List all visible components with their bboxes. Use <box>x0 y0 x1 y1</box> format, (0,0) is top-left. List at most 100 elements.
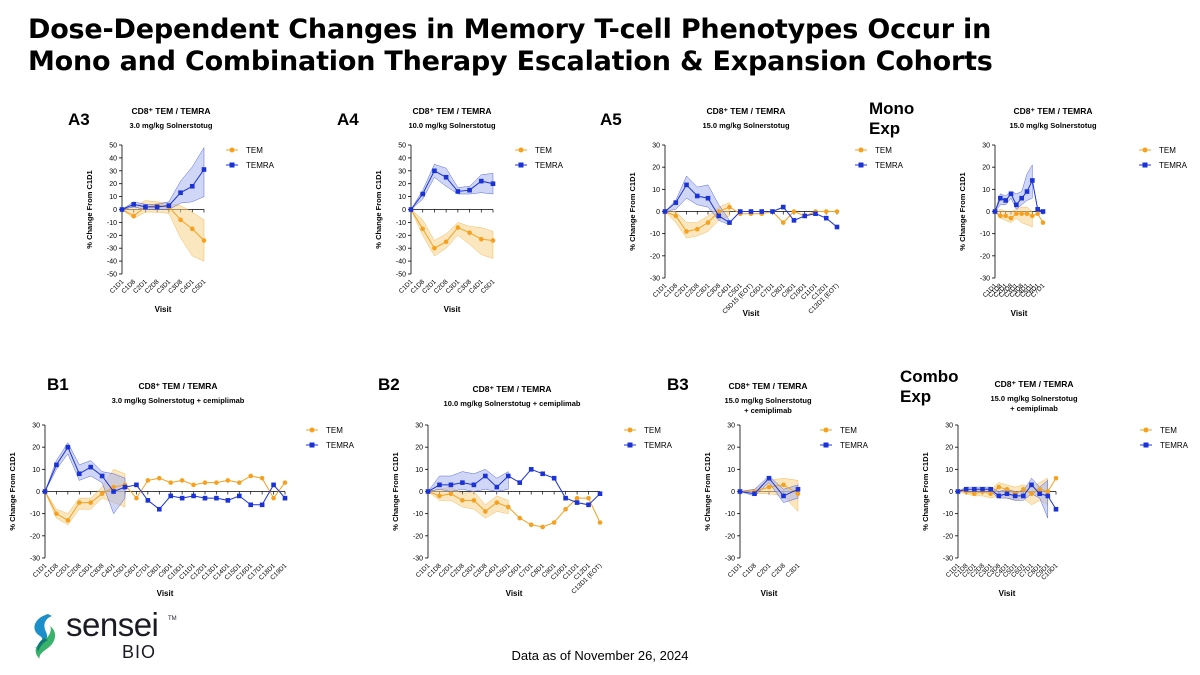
y-tick-label: -30 <box>413 556 423 563</box>
x-tick-label: C2D8 <box>770 562 787 579</box>
chart-subtitle: + cemiplimab <box>1010 404 1058 413</box>
x-tick-label: C5D1 <box>191 278 208 295</box>
panel-label: Exp <box>900 387 931 406</box>
point-temra <box>998 195 1003 201</box>
slide-title: Dose-Dependent Changes in Memory T-cell … <box>28 14 1178 78</box>
y-tick-label: -30 <box>943 556 953 563</box>
x-tick-label: C1D8 <box>741 562 758 579</box>
point-temra <box>134 482 139 488</box>
data-cutoff-note: Data as of November 26, 2024 <box>511 648 689 663</box>
y-tick-label: -30 <box>650 276 660 283</box>
y-axis-label: % Change From C1D1 <box>374 170 383 248</box>
legend-label: TEM <box>1159 146 1176 155</box>
point-tem <box>156 475 162 481</box>
point-tem <box>1035 211 1040 217</box>
point-temra <box>271 482 276 488</box>
point-temra <box>759 209 765 214</box>
y-tick-label: -10 <box>413 511 423 518</box>
line-temra <box>44 446 286 510</box>
y-tick-label: 10 <box>727 467 735 474</box>
point-temra <box>156 506 162 512</box>
point-temra <box>791 218 797 223</box>
y-axis-label: % Change From C1D1 <box>921 452 930 530</box>
chart-panel-7: B3 CD8⁺ TEM / TEMRA 15.0 mg/kg Solnerstotu… <box>667 375 869 598</box>
point-tem <box>88 500 94 505</box>
panel-label: A4 <box>337 110 359 129</box>
panel-label: B1 <box>47 375 69 394</box>
point-temra <box>540 471 545 477</box>
legend-marker-tem <box>1143 427 1149 433</box>
y-tick-label: 20 <box>982 165 990 172</box>
y-tick-label: 0 <box>986 209 990 216</box>
y-tick-label: 0 <box>36 489 40 496</box>
chart-subtitle: 15.0 mg/kg Solnerstotug <box>724 396 812 405</box>
y-tick-label: 0 <box>949 489 953 496</box>
point-tem <box>1008 215 1014 221</box>
point-temra <box>1003 198 1008 203</box>
chart-title: CD8⁺ TEM / TEMRA <box>706 106 785 116</box>
point-temra <box>455 189 461 194</box>
line-temra <box>427 468 601 506</box>
point-temra <box>694 193 700 199</box>
legend-marker-tem <box>858 147 864 153</box>
point-tem <box>972 491 977 497</box>
y-tick-label: -30 <box>980 276 990 283</box>
point-tem <box>528 522 534 528</box>
point-tem <box>766 484 772 490</box>
x-axis-label: Visit <box>444 305 461 314</box>
point-temra <box>408 207 414 212</box>
point-temra <box>179 495 185 501</box>
y-tick-label: 20 <box>398 181 406 188</box>
y-tick-label: -10 <box>943 511 953 518</box>
y-tick-label: -10 <box>107 220 117 227</box>
point-tem <box>551 520 557 525</box>
point-temra <box>467 187 472 193</box>
point-tem <box>694 226 700 232</box>
y-tick-label: -30 <box>30 556 40 563</box>
chart-title: CD8⁺ TEM / TEMRA <box>138 381 217 391</box>
point-temra <box>727 220 732 225</box>
y-tick-label: -30 <box>107 246 117 253</box>
point-tem <box>145 478 151 483</box>
y-tick-label: 30 <box>652 143 660 150</box>
point-temra <box>988 486 993 492</box>
panel-label: Exp <box>869 119 900 138</box>
y-tick-label: -40 <box>107 259 117 266</box>
x-tick-label: C2D1 <box>756 562 773 579</box>
point-temra <box>752 491 757 497</box>
legend-label: TEMRA <box>1159 161 1188 170</box>
y-tick-label: -20 <box>413 533 423 540</box>
y-tick-label: 0 <box>731 489 735 496</box>
point-tem <box>586 495 591 501</box>
point-tem <box>574 495 580 501</box>
legend-label: TEMRA <box>326 441 355 450</box>
line-tem <box>994 211 1044 223</box>
point-tem <box>131 213 137 219</box>
point-temra <box>259 502 265 508</box>
point-temra <box>443 174 449 180</box>
legend-marker-tem <box>518 147 524 153</box>
point-tem <box>988 491 993 497</box>
y-tick-label: 20 <box>415 445 423 452</box>
point-temra <box>972 486 977 492</box>
point-temra <box>478 178 484 184</box>
point-temra <box>770 209 775 214</box>
y-tick-label: 10 <box>982 187 990 194</box>
point-tem <box>259 475 265 481</box>
legend-marker-temra <box>309 442 315 448</box>
point-temra <box>684 182 689 188</box>
point-temra <box>154 204 160 210</box>
x-tick-label: C5D1 <box>480 278 497 295</box>
point-temra <box>131 202 137 207</box>
band-temra <box>410 163 494 210</box>
x-axis-label: Visit <box>999 589 1016 598</box>
point-temra <box>802 213 808 219</box>
y-tick-label: -30 <box>725 556 735 563</box>
point-temra <box>963 486 969 492</box>
y-tick-label: -40 <box>396 259 406 266</box>
point-tem <box>996 484 1002 490</box>
point-temra <box>1035 206 1040 212</box>
point-temra <box>432 168 437 174</box>
point-temra <box>168 493 174 499</box>
